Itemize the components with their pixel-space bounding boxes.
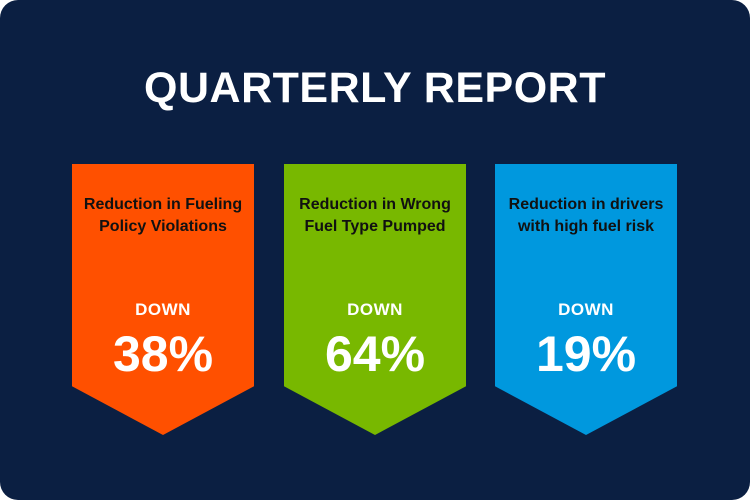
stat-label: Reduction in drivers with high fuel risk [508, 196, 664, 235]
stat-banner-policy-violations: Reduction in Fueling Policy Violations D… [72, 164, 254, 435]
stat-direction: DOWN [558, 300, 614, 319]
stat-direction: DOWN [347, 300, 403, 319]
stat-label: Reduction in Wrong Fuel Type Pumped [299, 196, 451, 235]
stat-banner-wrong-fuel: Reduction in Wrong Fuel Type Pumped DOWN… [284, 164, 466, 435]
stat-value: 19% [535, 326, 637, 382]
page-title: QUARTERLY REPORT [144, 64, 606, 112]
stat-value: 64% [324, 326, 426, 382]
stat-value: 38% [112, 326, 214, 382]
stat-label: Reduction in Fueling Policy Violations [83, 196, 243, 235]
stat-direction: DOWN [135, 300, 191, 319]
stat-banner-high-fuel-risk: Reduction in drivers with high fuel risk… [495, 164, 677, 435]
